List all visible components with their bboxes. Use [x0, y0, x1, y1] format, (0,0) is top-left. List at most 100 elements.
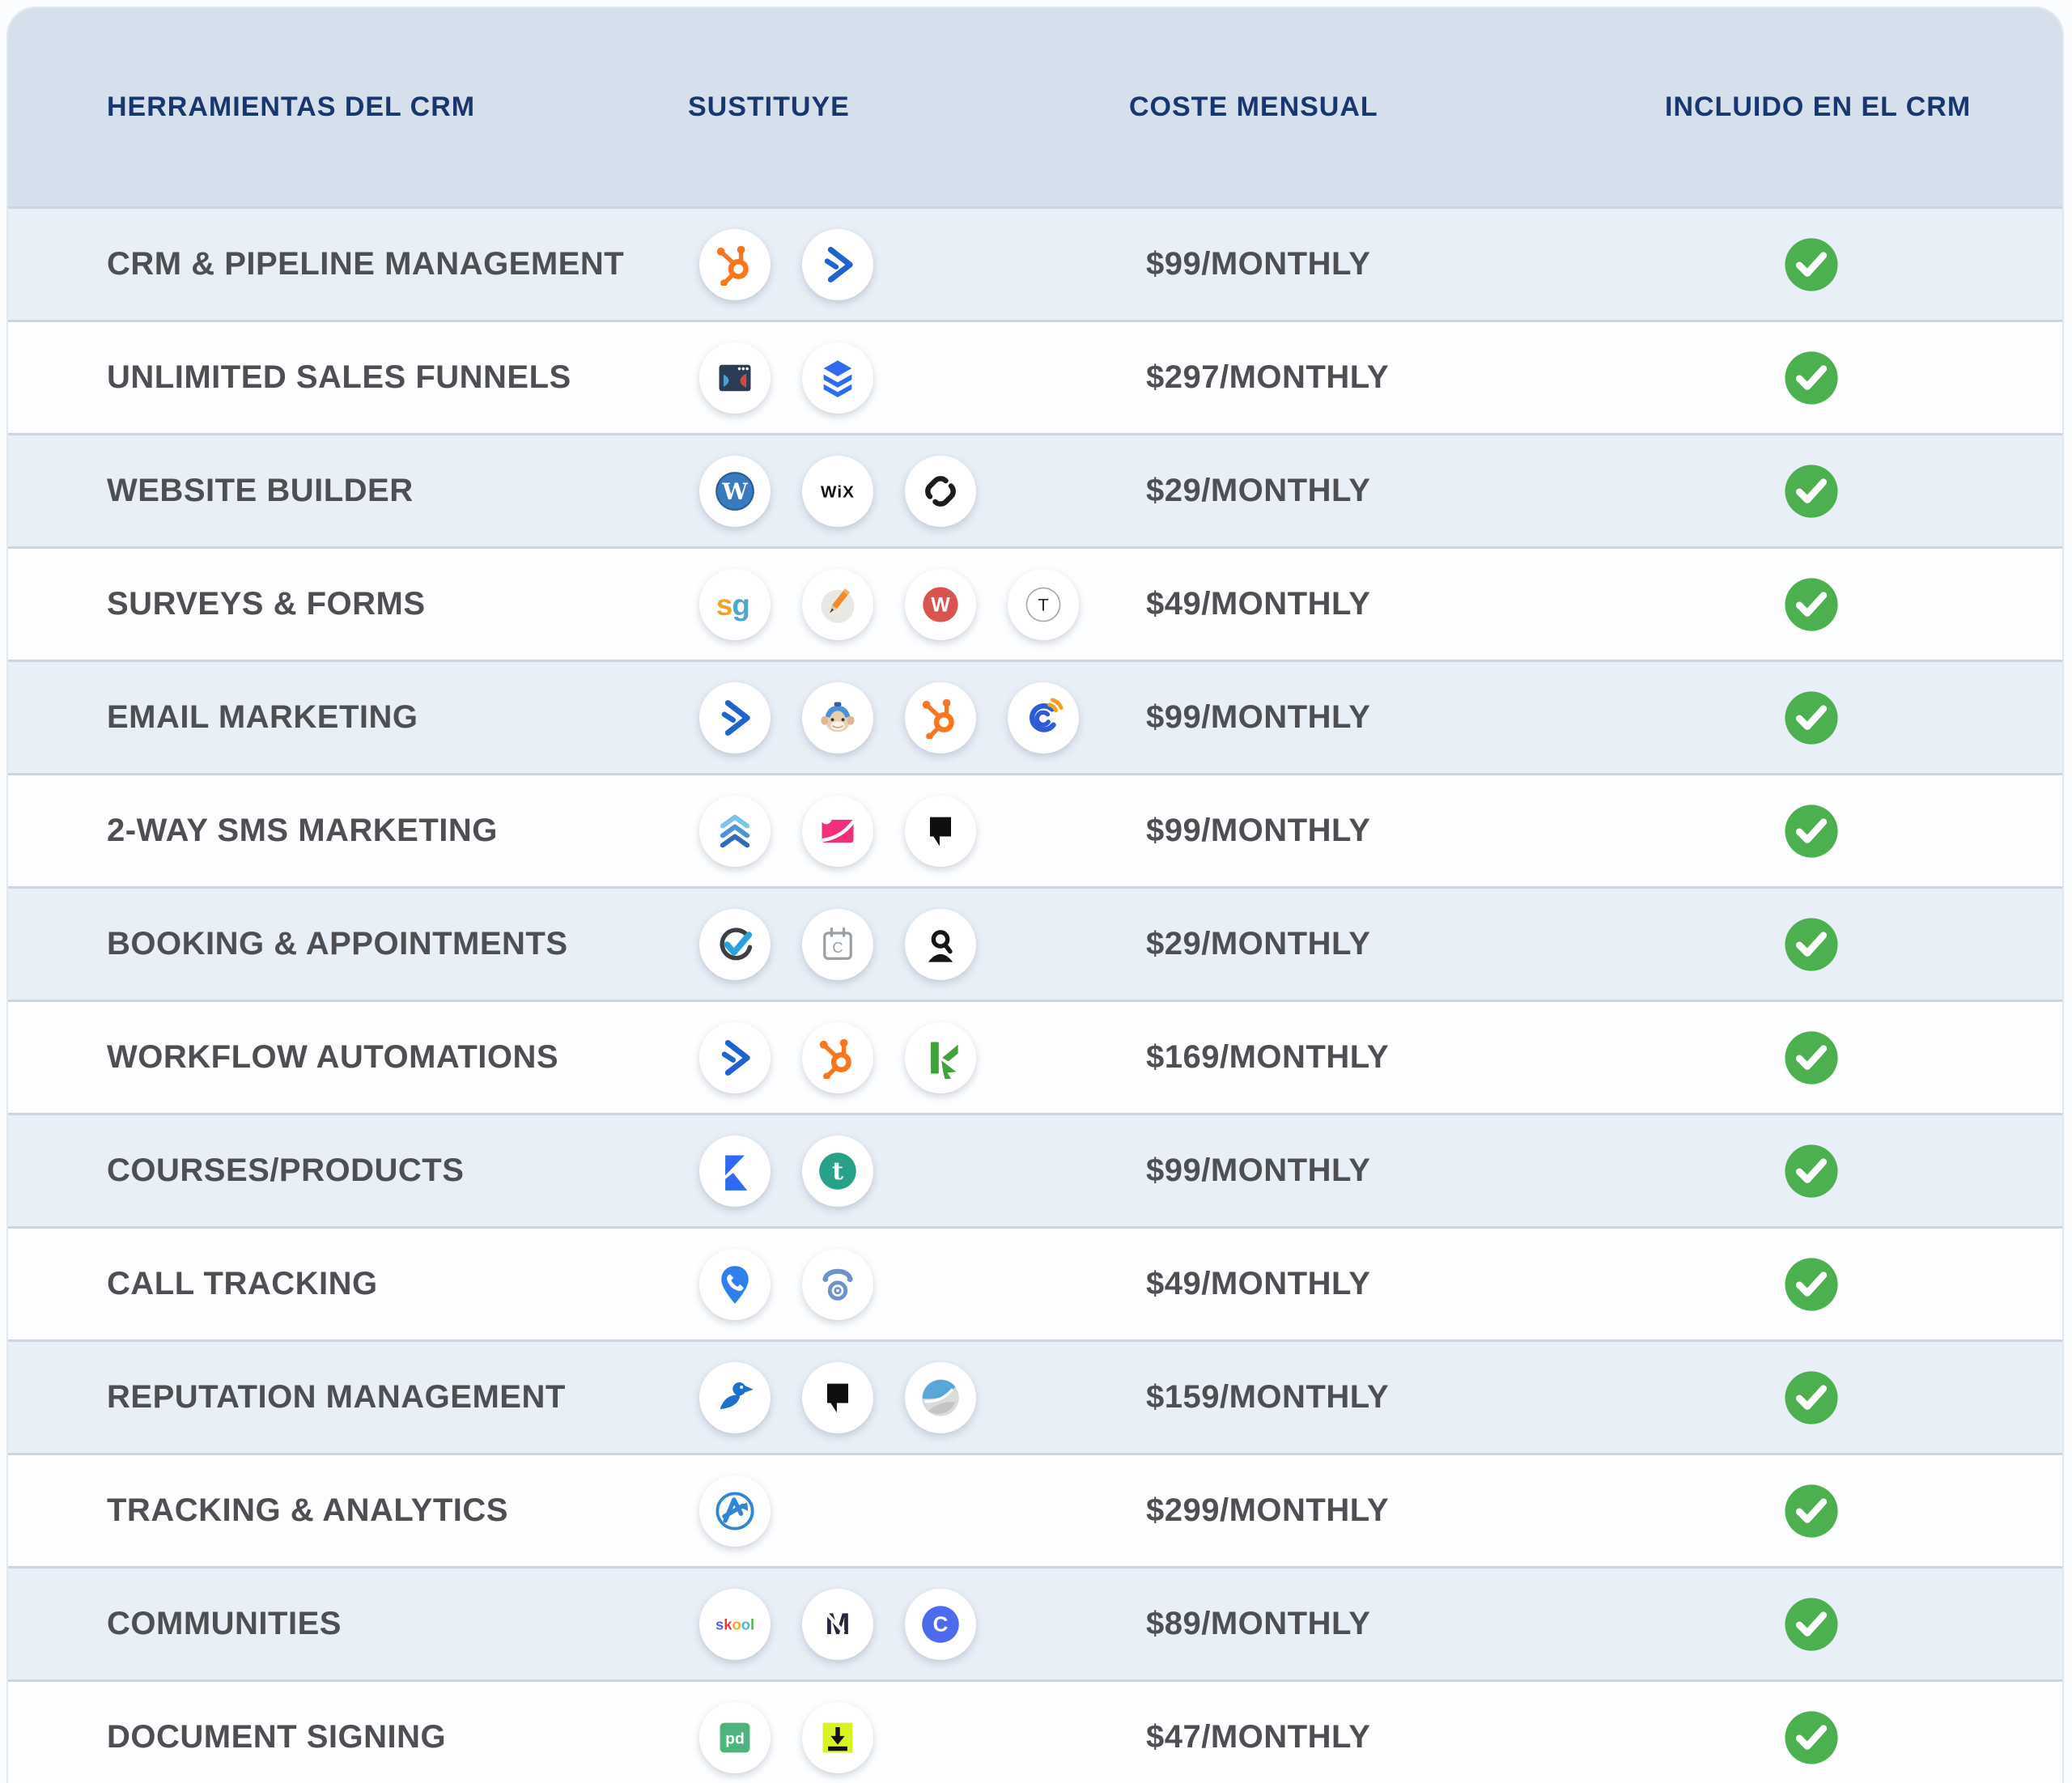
tool-label: TRACKING & ANALYTICS	[107, 1492, 508, 1528]
included-cell	[1784, 775, 1839, 886]
replaced-tools	[699, 662, 1079, 773]
podium-icon	[905, 795, 976, 867]
cost-label: $159/MONTHLY	[1146, 1379, 1390, 1415]
cost-label: $99/MONTHLY	[1146, 1153, 1371, 1188]
hubspot-icon	[699, 228, 771, 300]
tool-label: SURVEYS & FORMS	[107, 586, 426, 622]
included-cell	[1784, 1002, 1839, 1113]
table-row: COURSES/PRODUCTS t $99/MONTHLY	[8, 1113, 2062, 1226]
tool-label: EMAIL MARKETING	[107, 699, 418, 735]
tool-label: DOCUMENT SIGNING	[107, 1719, 447, 1755]
replaced-tools	[699, 1002, 976, 1113]
mailchimp-icon	[802, 681, 873, 754]
svg-text:s: s	[716, 588, 732, 622]
cost-label: $49/MONTHLY	[1146, 1266, 1371, 1301]
svg-text:skool: skool	[715, 1615, 754, 1632]
kajabi-icon	[699, 1135, 771, 1207]
included-cell	[1784, 1682, 1839, 1783]
pink-envelope-icon	[802, 795, 873, 867]
comparison-table-card: HERRAMIENTAS DEL CRM SUSTITUYE COSTE MEN…	[6, 6, 2064, 1783]
cost-label: $99/MONTHLY	[1146, 246, 1371, 282]
acuity-icon	[905, 908, 976, 980]
svg-text:C: C	[933, 1611, 949, 1636]
wufoo-icon: W	[905, 568, 976, 640]
cost-label: $89/MONTHLY	[1146, 1606, 1371, 1641]
table-row: 2-WAY SMS MARKETING $99/MONTHLY	[8, 773, 2062, 886]
cost-label: $99/MONTHLY	[1146, 813, 1371, 848]
svg-text:g: g	[732, 588, 750, 622]
activecampaign-icon	[802, 228, 873, 300]
svg-text:W: W	[721, 478, 748, 504]
table-row: CRM & PIPELINE MANAGEMENT $99/MONTHLY	[8, 206, 2062, 320]
agencyanalytics-icon	[699, 1475, 771, 1547]
table-row: TRACKING & ANALYTICS $299/MONTHLY	[8, 1453, 2062, 1566]
cost-label: $297/MONTHLY	[1146, 359, 1390, 395]
rotary-phone-icon	[802, 1248, 873, 1320]
cost-label: $49/MONTHLY	[1146, 586, 1371, 622]
svg-text:W: W	[931, 593, 950, 616]
replaced-tools: C	[699, 889, 976, 1000]
included-cell	[1784, 1342, 1839, 1453]
teachable-icon: t	[802, 1135, 873, 1207]
replaced-tools	[699, 322, 873, 433]
included-check-icon	[1784, 804, 1839, 859]
column-header-included: INCLUIDO EN EL CRM	[1665, 91, 1972, 122]
mightynetworks-icon: M	[802, 1588, 873, 1660]
replaced-tools	[699, 1455, 771, 1566]
included-cell	[1784, 435, 1839, 546]
circle-icon: C	[905, 1588, 976, 1660]
included-check-icon	[1784, 464, 1839, 519]
replaced-tools	[699, 209, 873, 320]
included-cell	[1784, 209, 1839, 320]
replaced-tools	[699, 1229, 873, 1339]
column-header-replaces: SUSTITUYE	[688, 91, 850, 122]
table-row: DOCUMENT SIGNING pd $47/MONTHLY	[8, 1679, 2062, 1783]
pencil-form-icon	[802, 568, 873, 640]
wix-icon: WiX	[802, 455, 873, 527]
keap-icon	[905, 1021, 976, 1093]
hubspot-icon	[905, 681, 976, 754]
chevrons-up-icon	[699, 795, 771, 867]
sign-arrow-icon	[802, 1701, 873, 1773]
included-check-icon	[1784, 1597, 1839, 1652]
replaced-tools: W WiX	[699, 435, 976, 546]
cost-label: $99/MONTHLY	[1146, 699, 1371, 735]
tool-label: BOOKING & APPOINTMENTS	[107, 926, 568, 962]
pandadoc-icon: pd	[699, 1701, 771, 1773]
hubspot-icon	[802, 1021, 873, 1093]
included-check-icon	[1784, 577, 1839, 632]
tool-label: REPUTATION MANAGEMENT	[107, 1379, 566, 1415]
included-check-icon	[1784, 1710, 1839, 1765]
table-header: HERRAMIENTAS DEL CRM SUSTITUYE COSTE MEN…	[8, 8, 2062, 206]
svg-text:C: C	[832, 938, 843, 955]
skool-icon: skool	[699, 1588, 771, 1660]
tool-label: COURSES/PRODUCTS	[107, 1153, 465, 1188]
included-cell	[1784, 662, 1839, 773]
svg-text:t: t	[832, 1157, 843, 1185]
tool-label: WEBSITE BUILDER	[107, 473, 414, 508]
wordpress-icon: W	[699, 455, 771, 527]
replaced-tools: pd	[699, 1682, 873, 1783]
tool-label: UNLIMITED SALES FUNNELS	[107, 359, 571, 395]
replaced-tools: t	[699, 1115, 873, 1226]
included-check-icon	[1784, 1484, 1839, 1539]
podium-icon	[802, 1361, 873, 1433]
included-cell	[1784, 1115, 1839, 1226]
activecampaign-icon	[699, 681, 771, 754]
table-row: REPUTATION MANAGEMENT $159/MONTHLY	[8, 1339, 2062, 1453]
cost-label: $29/MONTHLY	[1146, 926, 1371, 962]
table-row: BOOKING & APPOINTMENTS C $29/MONTHLY	[8, 886, 2062, 1000]
svg-text:T: T	[1038, 594, 1048, 614]
squarespace-icon	[905, 455, 976, 527]
included-cell	[1784, 549, 1839, 660]
swirl-icon	[905, 1361, 976, 1433]
leadpages-icon	[802, 342, 873, 414]
typeform-icon: T	[1008, 568, 1079, 640]
tool-label: CALL TRACKING	[107, 1266, 378, 1301]
included-cell	[1784, 889, 1839, 1000]
included-check-icon	[1784, 350, 1839, 405]
included-check-icon	[1784, 690, 1839, 745]
table-row: UNLIMITED SALES FUNNELS $297/MONTHLY	[8, 320, 2062, 433]
